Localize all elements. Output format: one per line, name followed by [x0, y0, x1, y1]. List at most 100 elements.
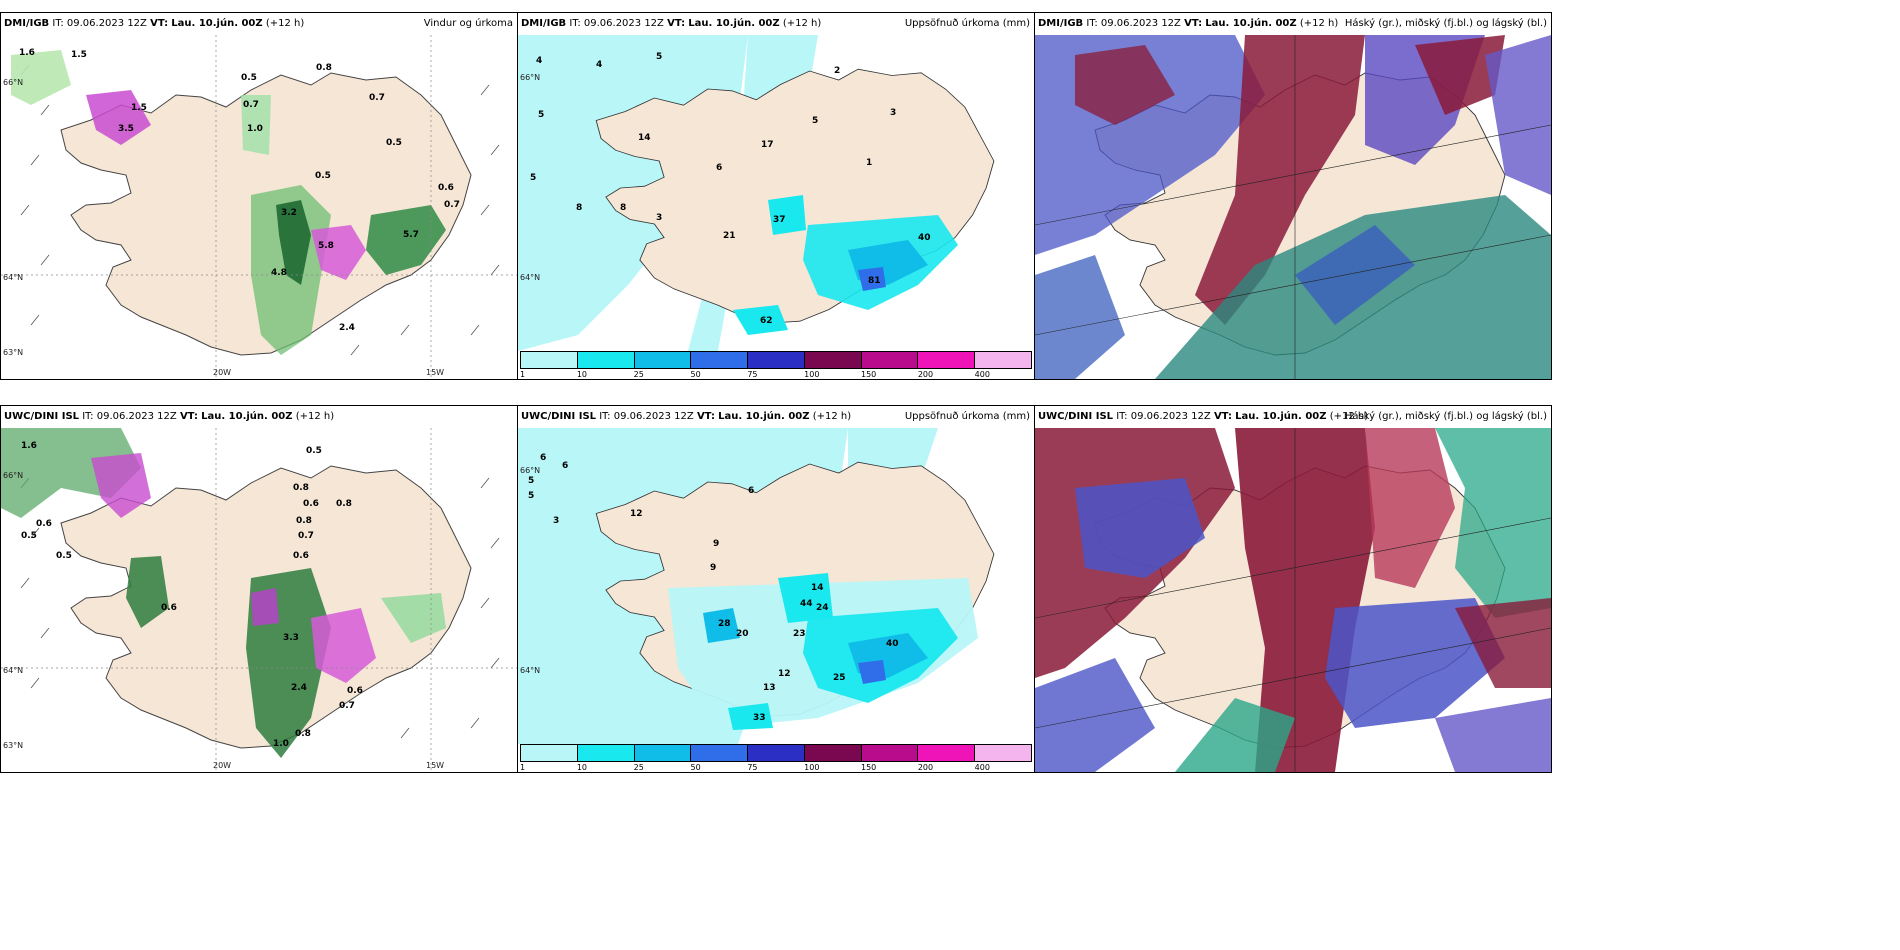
value-label: 40 [886, 639, 899, 649]
value-label: 5 [538, 110, 544, 120]
legend-tick: 200 [917, 370, 934, 379]
value-label: 0.5 [241, 73, 257, 83]
panel-header: UWC/DINI ISL IT: 09.06.2023 12Z VT: Lau.… [1, 406, 517, 428]
legend-swatch [634, 352, 692, 368]
graticule [1, 35, 517, 379]
value-label: 0.6 [36, 519, 52, 529]
value-label: 40 [918, 233, 931, 243]
legend-tick: 75 [747, 370, 758, 379]
legend-swatch [521, 745, 578, 761]
value-label: 5.7 [403, 230, 419, 240]
valid-time: Lau. 10.jún. 00Z [171, 18, 263, 29]
legend-tick: 25 [633, 370, 644, 379]
legend-swatch [691, 352, 749, 368]
value-label: 0.5 [56, 551, 72, 561]
legend-swatch [634, 745, 692, 761]
lead-time: (+12 h) [265, 18, 305, 29]
value-label: 2.4 [291, 683, 307, 693]
value-label: 0.7 [298, 531, 314, 541]
value-label: 17 [761, 140, 774, 150]
lead-time: (+12 h) [1299, 18, 1339, 29]
value-label: 23 [793, 629, 806, 639]
model-source: UWC/DINI ISL [1038, 411, 1114, 422]
lat-label-63n: 63°N [3, 741, 23, 750]
init-time: IT: 09.06.2023 12Z [1116, 411, 1211, 422]
value-label: 6 [562, 461, 568, 471]
precip-values: 0.8 0.5 0.7 0.7 1.5 3.5 1.0 0.5 0.5 0.6 … [19, 48, 460, 333]
value-label: 5.8 [318, 241, 334, 251]
panel-header: DMI/IGB IT: 09.06.2023 12Z VT: Lau. 10.j… [1, 13, 517, 35]
value-label: 0.6 [161, 603, 177, 613]
lat-label-66n: 66°N [3, 471, 23, 480]
value-label: 12 [778, 669, 791, 679]
precip-legend: 1 10 25 50 75 100 150 200 400 [520, 351, 1032, 379]
value-label: 3 [553, 516, 559, 526]
init-time: IT: 09.06.2023 12Z [82, 411, 177, 422]
value-label: 6 [540, 453, 546, 463]
value-label: 0.8 [296, 516, 312, 526]
value-label: 5 [530, 173, 536, 183]
value-label: 33 [753, 713, 766, 723]
lead-time: (+12 h) [812, 411, 852, 422]
value-label: 1.0 [273, 739, 289, 749]
valid-time-label: VT: [150, 18, 169, 29]
lat-label-66n: 66°N [3, 78, 23, 87]
value-label: 0.7 [339, 701, 355, 711]
init-time: IT: 09.06.2023 12Z [599, 411, 694, 422]
legend-tick: 200 [917, 763, 934, 772]
init-time: IT: 09.06.2023 12Z [569, 18, 664, 29]
value-label: 0.7 [369, 93, 385, 103]
panel-header: DMI/IGB IT: 09.06.2023 12Z VT: Lau. 10.j… [518, 13, 1034, 35]
panel-header: UWC/DINI ISL IT: 09.06.2023 12Z VT: Lau.… [518, 406, 1034, 428]
legend-swatch [577, 745, 635, 761]
value-label: 1.5 [131, 103, 147, 113]
lead-time: (+12 h) [295, 411, 335, 422]
graticule [1, 428, 517, 772]
value-label: 5 [528, 476, 534, 486]
valid-time-label: VT: [1213, 411, 1232, 422]
panel-header: DMI/IGB IT: 09.06.2023 12Z VT: Lau. 10.j… [1035, 13, 1551, 35]
panel-title: Uppsöfnuð úrkoma (mm) [904, 411, 1030, 422]
value-label: 0.8 [336, 499, 352, 509]
map-panel-clouds-uwc: UWC/DINI ISL IT: 09.06.2023 12Z VT: Lau.… [1034, 405, 1552, 773]
value-label: 8 [576, 203, 582, 213]
panel-title: Uppsöfnuð úrkoma (mm) [904, 18, 1030, 29]
value-label: 1.6 [21, 441, 37, 451]
precip-areas [1, 428, 446, 758]
valid-time: Lau. 10.jún. 00Z [1205, 18, 1297, 29]
wind-precip-map: 20W 15W 66°N 64°N 63°N 0.8 0.5 0.7 0.7 1… [1, 35, 517, 379]
valid-time-label: VT: [1184, 18, 1203, 29]
map-panel-wind-precip-dmi: DMI/IGB IT: 09.06.2023 12Z VT: Lau. 10.j… [0, 12, 518, 380]
value-label: 37 [773, 215, 786, 225]
legend-swatch [975, 745, 1032, 761]
value-label: 8 [620, 203, 626, 213]
legend-tick: 1 [520, 370, 526, 379]
legend-tick: 150 [860, 763, 877, 772]
value-label: 0.8 [316, 63, 332, 73]
lat-label-66n: 66°N [520, 73, 540, 82]
lon-label-15w: 15W [426, 368, 444, 377]
legend-tick: 50 [690, 763, 701, 772]
value-label: 1.0 [247, 124, 263, 134]
map-panel-wind-precip-uwc: UWC/DINI ISL IT: 09.06.2023 12Z VT: Lau.… [0, 405, 518, 773]
value-label: 0.5 [315, 171, 331, 181]
legend-swatch [804, 745, 862, 761]
value-label: 81 [868, 276, 881, 286]
valid-time: Lau. 10.jún. 00Z [718, 411, 810, 422]
value-label: 5 [528, 491, 534, 501]
value-label: 1.6 [19, 48, 35, 58]
lat-label-66n: 66°N [520, 466, 540, 475]
legend-colorbar [520, 351, 1032, 369]
legend-swatch [861, 745, 919, 761]
accum-precip-map: 6 5 5 3 6 12 9 6 9 44 14 24 23 28 20 13 … [518, 428, 1034, 744]
value-label: 62 [760, 316, 773, 326]
valid-time-label: VT: [667, 18, 686, 29]
value-label: 1.5 [71, 50, 87, 60]
value-label: 3 [890, 108, 896, 118]
legend-tick: 10 [576, 370, 588, 379]
cloud-cover-map [1035, 35, 1551, 379]
map-panel-accum-precip-uwc: UWC/DINI ISL IT: 09.06.2023 12Z VT: Lau.… [517, 405, 1035, 773]
init-time: IT: 09.06.2023 12Z [1086, 18, 1181, 29]
panel-title: Vindur og úrkoma [423, 18, 513, 29]
value-label: 14 [638, 133, 651, 143]
